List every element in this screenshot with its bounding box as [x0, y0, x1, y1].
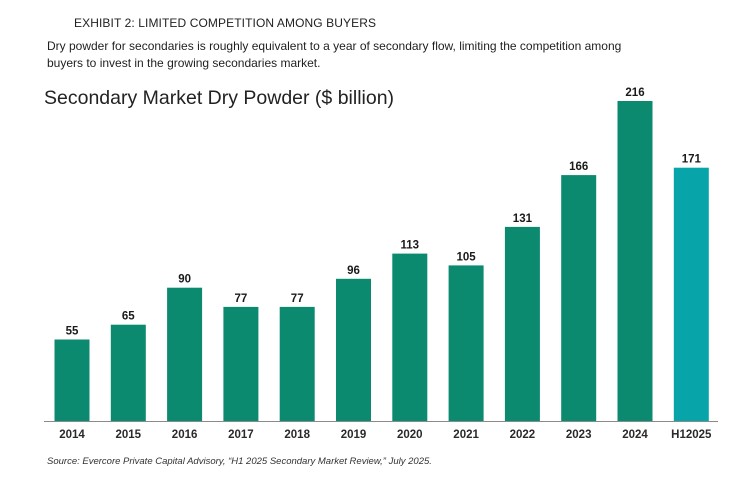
x-tick-2019: 2019 — [341, 429, 367, 441]
value-label-H12025: 171 — [682, 154, 702, 166]
bar-H12025 — [673, 167, 709, 421]
bar-2017 — [223, 306, 259, 421]
x-tick-2021: 2021 — [453, 429, 479, 441]
value-label-2017: 77 — [235, 293, 248, 305]
x-tick-labels-group: 2014 2015 2016 2017 2018 2019 2020 2021 2022 2023… — [59, 429, 712, 441]
value-label-2019: 96 — [347, 265, 360, 277]
bar-2016 — [167, 287, 203, 421]
x-tick-2020: 2020 — [397, 429, 423, 441]
x-tick-2024: 2024 — [622, 429, 648, 441]
x-tick-2015: 2015 — [116, 429, 142, 441]
bar-2019 — [336, 278, 371, 421]
x-tick-2014: 2014 — [59, 429, 85, 441]
value-label-2014: 55 — [66, 326, 79, 338]
bar-2024 — [617, 101, 653, 421]
bar-2022 — [504, 226, 540, 421]
bar-2023 — [561, 175, 597, 421]
value-label-2023: 166 — [569, 161, 588, 173]
value-label-2020: 113 — [401, 240, 420, 252]
x-tick-2023: 2023 — [566, 429, 592, 441]
value-label-2018: 77 — [291, 293, 304, 305]
exhibit-subtitle: Dry powder for secondaries is roughly eq… — [47, 39, 622, 70]
bar-2014 — [54, 339, 90, 421]
value-label-2024: 216 — [625, 87, 644, 99]
x-tick-H12025: H12025 — [671, 429, 712, 441]
value-labels-group: 55 65 90 77 77 96 113 105 131 166 216 171 — [66, 87, 702, 338]
value-label-2021: 105 — [457, 251, 477, 263]
source-note: Source: Evercore Private Capital Advisor… — [47, 456, 432, 467]
x-tick-2022: 2022 — [510, 429, 536, 441]
value-label-2015: 65 — [122, 311, 135, 323]
bar-2021 — [448, 265, 484, 421]
value-label-2016: 90 — [178, 274, 191, 286]
x-tick-2017: 2017 — [228, 429, 254, 441]
bars-group — [54, 101, 709, 421]
x-tick-2016: 2016 — [172, 429, 198, 441]
exhibit-label: EXHIBIT 2: LIMITED COMPETITION AMONG BUY… — [74, 16, 377, 30]
chart-title: Secondary Market Dry Powder ($ billion) — [44, 87, 395, 109]
x-tick-2018: 2018 — [284, 429, 310, 441]
value-label-2022: 131 — [513, 213, 533, 225]
bar-2020 — [392, 253, 428, 421]
bar-2015 — [110, 324, 146, 421]
bar-2018 — [279, 306, 315, 421]
